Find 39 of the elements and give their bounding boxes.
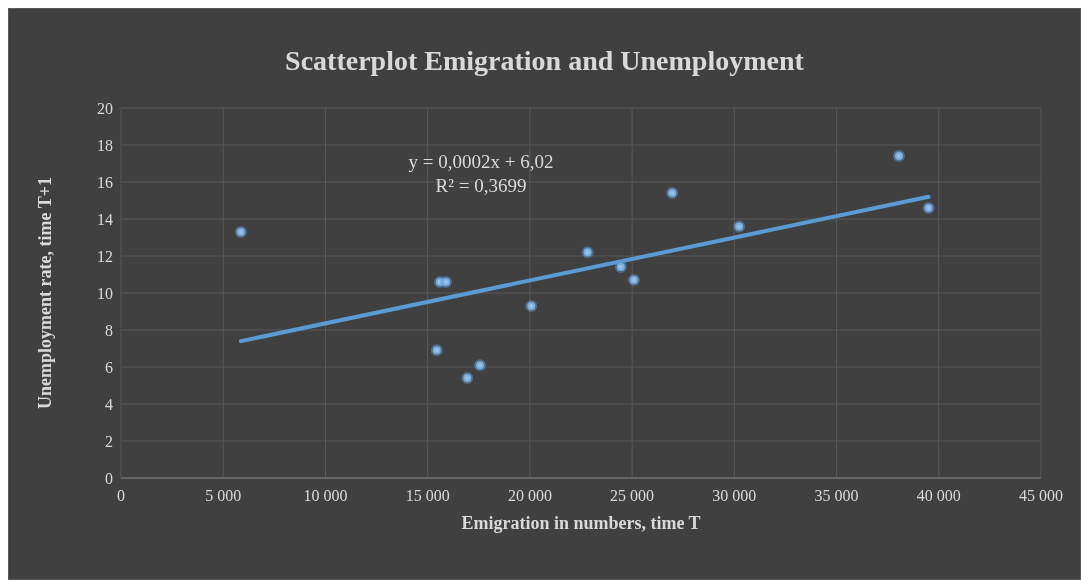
- point: [627, 274, 640, 287]
- x-tick-label: 20 000: [507, 487, 552, 505]
- x-tick-label: 25 000: [610, 487, 655, 505]
- y-tick-label: 12: [97, 247, 113, 265]
- y-tick-label: 10: [97, 284, 113, 302]
- x-tick-label: 45 000: [1019, 487, 1063, 505]
- x-tick-label: 35 000: [814, 487, 859, 505]
- x-tick-label: 40 000: [916, 487, 961, 505]
- point: [666, 187, 679, 200]
- x-tick-label: 0: [117, 487, 125, 505]
- y-tick-label: 20: [97, 99, 113, 117]
- annotation: R² = 0,3699: [435, 175, 527, 196]
- point: [525, 299, 538, 312]
- point: [474, 359, 486, 372]
- y-tick-label: 14: [97, 210, 113, 228]
- y-tick-label: 8: [105, 321, 113, 339]
- point: [922, 201, 935, 214]
- annotation: y = 0,0002x + 6,02: [408, 151, 554, 172]
- x-tick-label: 30 000: [712, 487, 757, 505]
- point: [440, 275, 453, 288]
- x-axis-title: Emigration in numbers, time T: [461, 513, 701, 533]
- point: [581, 246, 594, 259]
- point: [614, 261, 627, 274]
- chart-title: Scatterplot Emigration and Unemployment: [284, 45, 805, 77]
- point: [430, 344, 443, 357]
- y-tick-label: 6: [105, 358, 113, 376]
- point: [893, 150, 906, 163]
- y-tick-label: 4: [105, 395, 113, 413]
- x-tick-label: 5 000: [205, 487, 242, 505]
- y-axis-title: Unemployment rate, time T+1: [35, 177, 56, 409]
- y-tick-label: 18: [97, 136, 113, 154]
- point: [733, 220, 746, 233]
- y-tick-label: 16: [97, 173, 113, 191]
- y-tick-label: 2: [105, 432, 113, 450]
- y-tick-label: 0: [105, 469, 113, 487]
- point: [461, 372, 474, 385]
- point: [234, 225, 247, 238]
- x-tick-label: 15 000: [405, 487, 450, 505]
- x-tick-label: 10 000: [303, 487, 348, 505]
